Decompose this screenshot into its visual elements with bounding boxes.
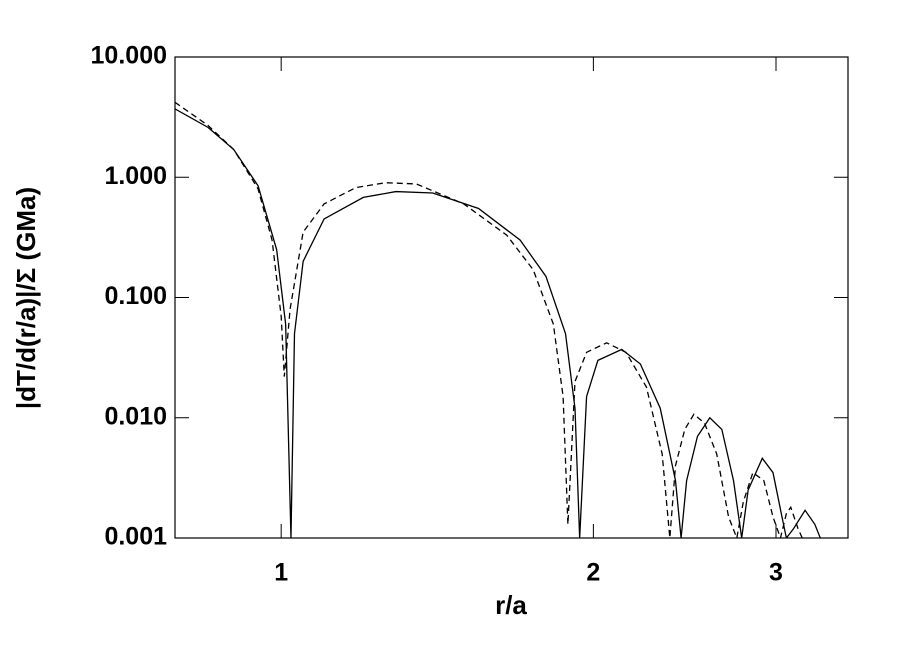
- y-tick-label: 0.100: [104, 282, 167, 310]
- series-line: [175, 101, 803, 538]
- y-tick-label: 0.001: [104, 523, 167, 551]
- x-axis-label: r/a: [495, 590, 527, 620]
- y-tick-label: 10.000: [91, 42, 167, 70]
- y-tick-label: 1.000: [104, 162, 167, 190]
- y-axis-label: |dT/d(r/a)|/Σ (GMa): [11, 187, 41, 409]
- x-tick-label: 2: [586, 559, 600, 587]
- x-tick-label: 1: [274, 559, 288, 587]
- x-tick-label: 3: [769, 559, 783, 587]
- series-line: [175, 108, 821, 538]
- y-tick-label: 0.010: [104, 402, 167, 430]
- plot-frame: [174, 56, 849, 539]
